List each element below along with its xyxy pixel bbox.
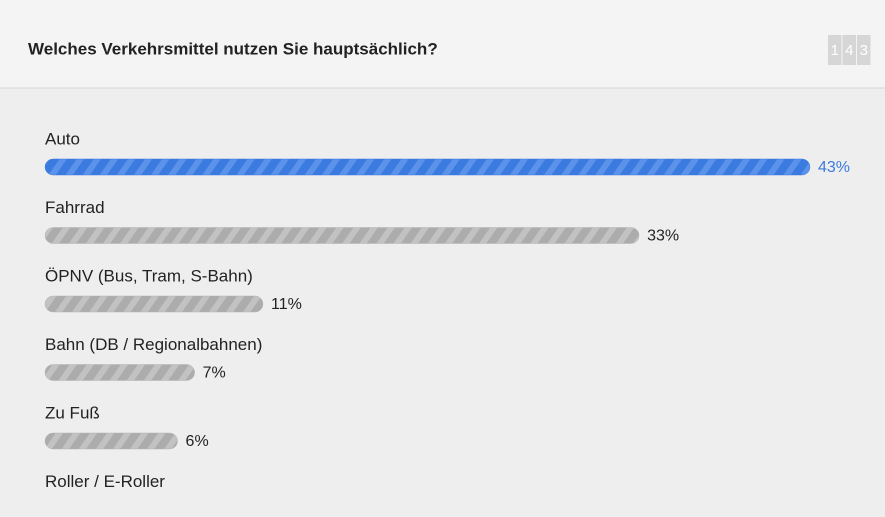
bar: [44, 432, 178, 450]
option-label: Auto: [45, 129, 80, 148]
header-bg: [0, 0, 885, 88]
counter-digit: 3: [860, 42, 868, 59]
option-label: Bahn (DB / Regionalbahnen): [45, 335, 262, 354]
counter-digit: 1: [831, 42, 839, 59]
value-label: 43%: [818, 159, 850, 176]
option-label: Zu Fuß: [45, 403, 100, 422]
value-label: 11%: [271, 296, 302, 313]
option-label: Fahrrad: [45, 198, 105, 217]
counter-digit: 4: [845, 42, 853, 59]
value-label: 7%: [203, 365, 226, 382]
option-label: ÖPNV (Bus, Tram, S-Bahn): [45, 266, 253, 285]
counter-digit-box: [828, 35, 842, 65]
value-label: 33%: [647, 228, 679, 245]
counter-digit-box: [842, 35, 856, 65]
bar: [44, 364, 195, 381]
counter-digit-box: [857, 35, 871, 65]
option-label: Roller / E-Roller: [45, 472, 165, 491]
bar: [44, 158, 811, 176]
bar: [44, 295, 264, 313]
poll-title: Welches Verkehrsmittel nutzen Sie haupts…: [28, 39, 438, 58]
value-label: 6%: [186, 433, 209, 450]
bar: [44, 227, 640, 244]
